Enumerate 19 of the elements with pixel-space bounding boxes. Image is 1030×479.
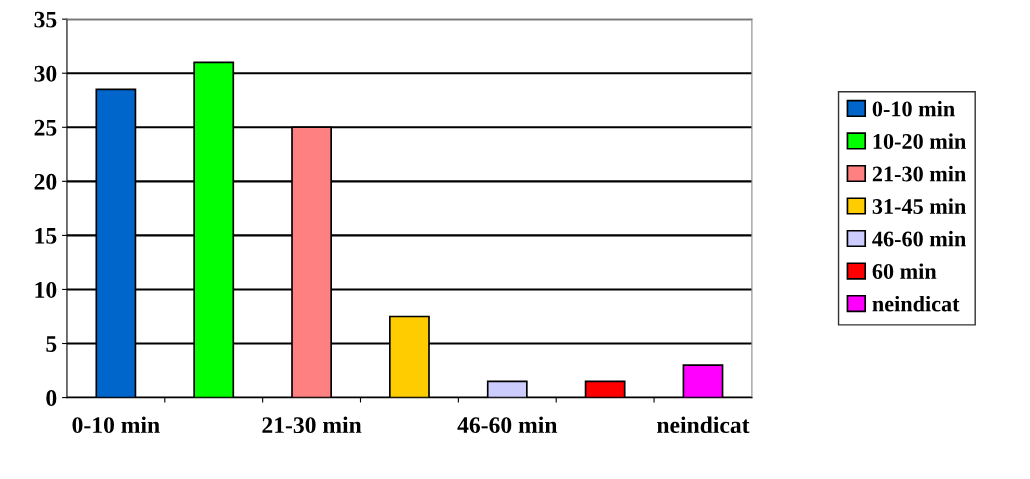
y-tick-label: 25 [34, 119, 57, 136]
y-tick-label: 35 [34, 11, 57, 28]
legend-label: 31-45 min [872, 198, 966, 214]
legend-label: 60 min [872, 263, 937, 280]
y-tick-label: 0 [46, 390, 57, 406]
x-tick-label: 46-60 min [457, 416, 558, 434]
y-tick-label: 15 [35, 228, 57, 244]
legend-label: 10-20 min [873, 133, 966, 149]
x-tick-label: neindicat [657, 416, 750, 434]
y-tick-label: 5 [46, 336, 57, 352]
legend-label: neindicat [872, 295, 960, 312]
x-tick-label: 21-30 min [262, 416, 362, 434]
y-tick-label: 20 [34, 173, 57, 190]
legend-label: 0-10 min [872, 100, 955, 117]
legend-label: 46-60 min [872, 230, 966, 247]
y-tick-label: 30 [34, 65, 57, 82]
y-tick-label: 10 [35, 281, 57, 298]
legend-label: 21-30 min [872, 165, 966, 182]
x-tick-label: 0-10 min [72, 416, 160, 434]
